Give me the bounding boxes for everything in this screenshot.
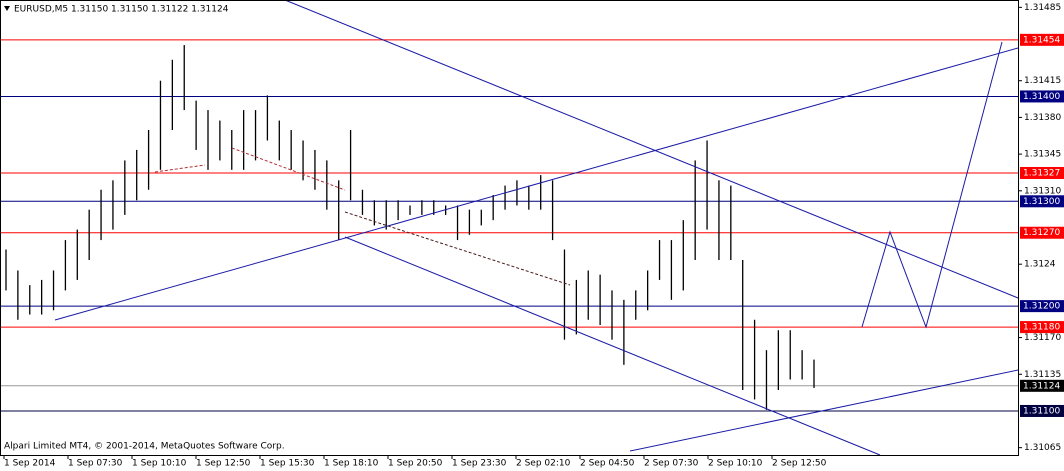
x-tick-label: 1 Sep 18:10	[324, 459, 379, 469]
dashed-line	[154, 164, 206, 173]
level-line-label: 1.31300	[1023, 197, 1060, 207]
y-tick-label: 1.31170	[1024, 333, 1061, 343]
level-line-box	[1020, 300, 1064, 313]
x-tick-label: 1 Sep 10:10	[132, 459, 187, 469]
level-line-label: 1.31454	[1023, 35, 1060, 45]
level-line-label: 1.31270	[1023, 228, 1060, 238]
menu-icon	[4, 6, 10, 11]
level-line-label: 1.31180	[1023, 323, 1060, 333]
bid-line-box	[1020, 379, 1064, 392]
y-tick-label: 1.31485	[1024, 3, 1061, 13]
projection	[861, 41, 1003, 329]
y-tick-label: 1.31415	[1024, 76, 1061, 86]
footer: Alpari Limited MT4, © 2001-2014, MetaQuo…	[4, 442, 285, 452]
level-line-label: 1.31200	[1023, 302, 1060, 312]
level-line-box	[1020, 226, 1064, 239]
trendline	[629, 369, 1019, 452]
level-line-box	[1020, 90, 1064, 103]
x-tick-label: 2 Sep 07:30	[644, 459, 699, 469]
level-line-box	[1020, 195, 1064, 208]
x-tick-label: 1 Sep 20:50	[388, 459, 443, 469]
x-tick-label: 1 Sep 2014	[4, 459, 56, 469]
x-tick-label: 1 Sep 12:50	[196, 459, 251, 469]
plot-area	[0, 39, 1018, 412]
chart-title: EURUSD,M5 1.31150 1.31150 1.31122 1.3112…	[14, 5, 229, 15]
level-line-box	[1020, 321, 1064, 334]
x-tick-label: 2 Sep 02:10	[516, 459, 571, 469]
level-line-box	[1020, 166, 1064, 179]
y-tick-label: 1.31065	[1024, 443, 1061, 453]
dashed-line	[231, 147, 346, 191]
level-line-label: 1.31327	[1023, 168, 1060, 178]
y-tick-label: 1.3124	[1024, 260, 1056, 270]
trendlines	[54, 0, 1019, 456]
level-line-label: 1.31100	[1023, 406, 1060, 416]
y-tick-label: 1.31135	[1024, 370, 1061, 380]
level-line-box	[1020, 404, 1064, 417]
x-tick-label: 1 Sep 07:30	[68, 459, 123, 469]
x-tick-label: 1 Sep 23:30	[452, 459, 507, 469]
dashed-line	[344, 211, 571, 286]
x-tick-label: 2 Sep 10:10	[708, 459, 763, 469]
trendline	[54, 47, 1019, 321]
level-line-box	[1020, 33, 1064, 46]
x-tick-label: 1 Sep 15:30	[260, 459, 315, 469]
x-tick-label: 2 Sep 04:50	[580, 459, 635, 469]
level-line-label: 1.31400	[1023, 92, 1060, 102]
x-tick-label: 2 Sep 12:50	[772, 459, 827, 469]
trendline	[344, 236, 881, 456]
bid-line-label: 1.31124	[1023, 381, 1060, 391]
y-tick-label: 1.31380	[1024, 113, 1061, 123]
plot-border	[0, 0, 1019, 456]
y-tick-label: 1.31345	[1024, 150, 1061, 160]
y-tick-label: 1.31310	[1024, 186, 1061, 196]
